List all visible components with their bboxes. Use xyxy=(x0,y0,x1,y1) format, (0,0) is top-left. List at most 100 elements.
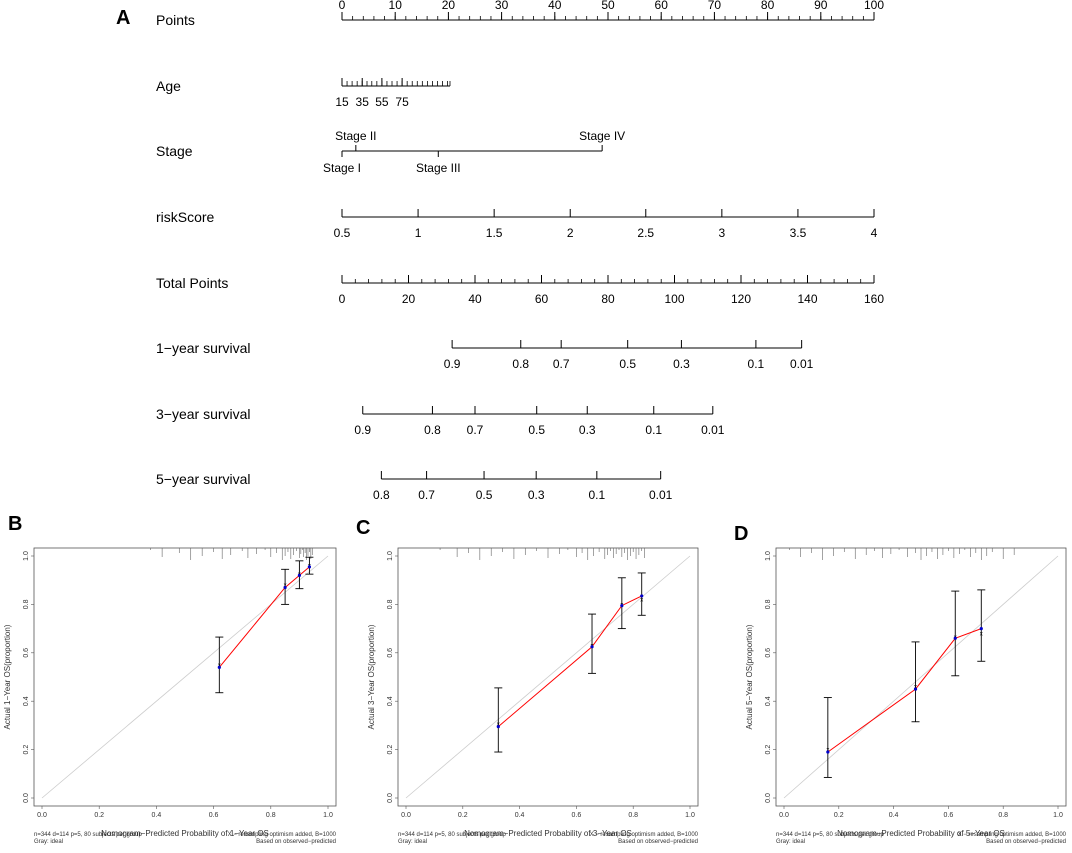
tick-label-total-points: 160 xyxy=(864,292,884,306)
tick-label-1-year-survival: 0.01 xyxy=(790,357,814,371)
tick-label-1-year-survival: 0.1 xyxy=(748,357,765,371)
data-point-b xyxy=(297,573,301,577)
note-right2-b: Based on observed−predicted xyxy=(256,839,336,845)
tick-label-points: 10 xyxy=(389,0,403,12)
tick-label-points: 20 xyxy=(442,0,456,12)
x-tick-label-d: 0.8 xyxy=(998,812,1008,819)
tick-label-3-year-survival: 0.01 xyxy=(701,423,725,437)
y-tick-label-c: 0.4 xyxy=(387,696,394,706)
tick-label-3-year-survival: 0.7 xyxy=(467,423,484,437)
tick-label-1-year-survival: 0.5 xyxy=(619,357,636,371)
panel-label-c: C xyxy=(356,517,370,539)
y-tick-label-c: 0.2 xyxy=(387,745,394,755)
tick-label-stage-i: Stage I xyxy=(323,161,361,175)
x-tick-label-b: 0.2 xyxy=(94,812,104,819)
data-point-c xyxy=(496,725,500,729)
row-label-1-year-survival: 1−year survival xyxy=(156,340,251,356)
tick-label-1-year-survival: 0.9 xyxy=(444,357,461,371)
tick-label-riskscore: 0.5 xyxy=(334,226,351,240)
note-left2-d: Gray: ideal xyxy=(776,839,805,845)
tick-label-points: 0 xyxy=(339,0,346,12)
tick-label-1-year-survival: 0.7 xyxy=(553,357,570,371)
tick-label-age: 15 xyxy=(335,95,349,109)
y-tick-label-c: 0.0 xyxy=(387,793,394,803)
corrected-mark-c: x xyxy=(640,598,643,604)
x-tick-label-b: 0.8 xyxy=(266,812,276,819)
note-right-c: X − resampling optimism added, B=1000 xyxy=(590,832,699,838)
tick-label-age: 35 xyxy=(356,95,370,109)
tick-label-5-year-survival: 0.5 xyxy=(476,488,493,502)
ideal-line-c xyxy=(405,555,691,799)
data-point-c xyxy=(640,594,644,598)
y-tick-label-d: 0.6 xyxy=(765,648,772,658)
calibration-panel-3-year: C 0.0 0.0 0.2 0.2 0.4 0.4 0.6 0.6 0.8 0.8 1.0 1.0 Act… xyxy=(356,517,699,845)
fit-line-b xyxy=(218,566,310,668)
y-tick-label-b: 0.6 xyxy=(23,648,30,658)
x-axis-label-d: Nomogram−Predicted Probability of 5−Year… xyxy=(837,829,1005,838)
x-axis-label-c: Nomogram−Predicted Probability of 3−Year… xyxy=(464,829,632,838)
y-tick-label-c: 0.8 xyxy=(387,599,394,609)
tick-label-total-points: 60 xyxy=(535,292,549,306)
x-tick-label-c: 0.6 xyxy=(572,812,582,819)
note-left2-b: Gray: ideal xyxy=(34,839,63,845)
data-point-d xyxy=(979,627,983,631)
data-point-b xyxy=(307,565,312,569)
y-tick-label-b: 0.2 xyxy=(23,745,30,755)
data-point-d xyxy=(913,687,918,691)
y-tick-label-d: 0.2 xyxy=(765,745,772,755)
tick-label-3-year-survival: 0.1 xyxy=(645,423,662,437)
fit-line-c xyxy=(497,595,642,727)
data-point-d xyxy=(826,750,830,754)
tick-label-total-points: 80 xyxy=(601,292,615,306)
tick-label-riskscore: 1.5 xyxy=(486,226,503,240)
tick-label-5-year-survival: 0.7 xyxy=(418,488,435,502)
x-tick-label-d: 1.0 xyxy=(1053,812,1063,819)
tick-label-5-year-survival: 0.01 xyxy=(649,488,673,502)
y-tick-label-c: 1.0 xyxy=(387,551,394,561)
corrected-mark-d: x xyxy=(980,631,983,637)
y-tick-label-b: 0.0 xyxy=(23,793,30,803)
ideal-line-b xyxy=(41,555,329,799)
tick-label-total-points: 40 xyxy=(468,292,482,306)
y-tick-label-d: 0.4 xyxy=(765,696,772,706)
row-label-stage: Stage xyxy=(156,143,193,159)
y-tick-label-c: 0.6 xyxy=(387,648,394,658)
note-right2-d: Based on observed−predicted xyxy=(986,839,1066,845)
y-tick-label-d: 1.0 xyxy=(765,551,772,561)
x-axis-label-b: Nomogram−Predicted Probability of 1−Year… xyxy=(101,829,269,838)
fit-line-d xyxy=(827,628,982,753)
note-left-d: n=344 d=114 p=5, 80 subjects per group xyxy=(776,832,884,838)
row-label-riskscore: riskScore xyxy=(156,209,215,225)
row-label-5-year-survival: 5−year survival xyxy=(156,471,251,487)
row-label-points: Points xyxy=(156,12,195,28)
calibration-panel-1-year: B 0.0 0.0 0.2 0.2 0.4 0.4 0.6 0.6 0.8 0.8 1.0 1.0 Act… xyxy=(3,513,337,845)
x-tick-label-b: 0.4 xyxy=(152,812,162,819)
tick-label-5-year-survival: 0.8 xyxy=(373,488,390,502)
tick-label-total-points: 20 xyxy=(402,292,416,306)
tick-label-points: 30 xyxy=(495,0,509,12)
x-tick-label-b: 0.6 xyxy=(209,812,219,819)
tick-label-1-year-survival: 0.3 xyxy=(673,357,690,371)
tick-label-points: 80 xyxy=(761,0,775,12)
note-right2-c: Based on observed−predicted xyxy=(618,839,698,845)
tick-label-3-year-survival: 0.3 xyxy=(579,423,596,437)
tick-label-total-points: 140 xyxy=(797,292,817,306)
plot-frame-b xyxy=(33,547,337,807)
panel-label-b: B xyxy=(8,513,22,535)
row-label-age: Age xyxy=(156,78,181,94)
x-tick-label-d: 0.0 xyxy=(779,812,789,819)
tick-label-points: 100 xyxy=(864,0,884,12)
x-tick-label-c: 0.0 xyxy=(401,812,411,819)
tick-label-3-year-survival: 0.5 xyxy=(528,423,545,437)
tick-label-points: 60 xyxy=(655,0,669,12)
tick-label-stage-ii: Stage II xyxy=(335,129,376,143)
tick-label-points: 90 xyxy=(814,0,828,12)
data-point-c xyxy=(620,604,624,608)
calibration-panel-5-year: D 0.0 0.0 0.2 0.2 0.4 0.4 0.6 0.6 0.8 0.8 1.0 1.0 Act… xyxy=(734,523,1067,845)
tick-label-riskscore: 3.5 xyxy=(790,226,807,240)
x-tick-label-b: 0.0 xyxy=(37,812,47,819)
note-right-b: X − resampling optimism added, B=1000 xyxy=(228,832,337,838)
x-tick-label-c: 0.2 xyxy=(458,812,468,819)
